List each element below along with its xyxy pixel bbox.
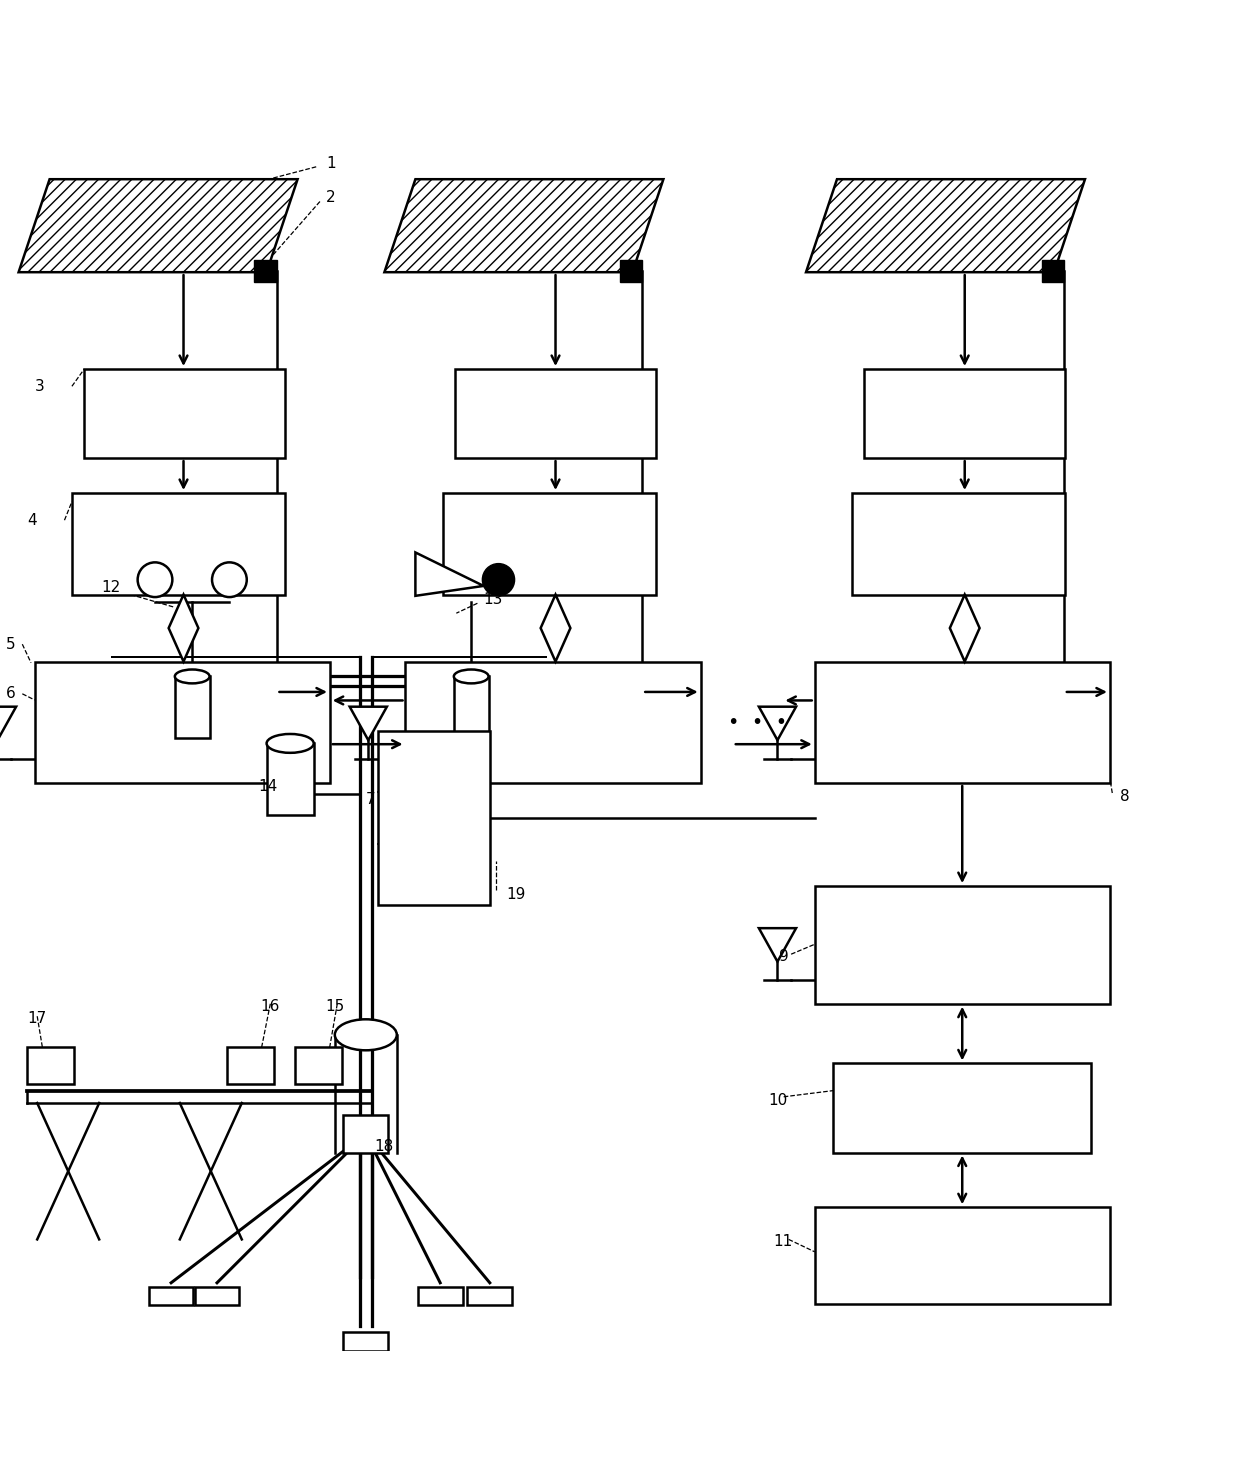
- Circle shape: [212, 563, 247, 596]
- Ellipse shape: [454, 670, 489, 683]
- Polygon shape: [541, 595, 570, 662]
- Polygon shape: [759, 706, 796, 740]
- Bar: [454, 677, 489, 738]
- Polygon shape: [759, 928, 796, 962]
- Text: 3: 3: [35, 379, 45, 393]
- Text: 4: 4: [27, 513, 37, 528]
- Bar: [620, 260, 642, 282]
- Text: 8: 8: [1120, 789, 1130, 804]
- Bar: [378, 731, 490, 905]
- Text: 9: 9: [779, 949, 789, 963]
- Text: 1: 1: [326, 155, 336, 171]
- Bar: [35, 662, 330, 784]
- Ellipse shape: [175, 670, 210, 683]
- Text: 17: 17: [27, 1012, 47, 1026]
- Text: 7: 7: [366, 792, 376, 807]
- Text: 13: 13: [484, 592, 503, 607]
- Text: 10: 10: [769, 1094, 789, 1108]
- Text: 18: 18: [374, 1139, 394, 1154]
- Bar: [84, 368, 285, 458]
- Bar: [254, 260, 277, 282]
- Bar: [455, 368, 656, 458]
- Text: 5: 5: [6, 636, 16, 652]
- Bar: [149, 1287, 193, 1306]
- Text: 15: 15: [325, 999, 345, 1013]
- Polygon shape: [806, 180, 1085, 272]
- Bar: [852, 493, 1065, 595]
- Bar: [405, 662, 701, 784]
- Polygon shape: [169, 595, 198, 662]
- Ellipse shape: [335, 1019, 397, 1050]
- Text: 2: 2: [326, 190, 336, 205]
- Polygon shape: [350, 706, 387, 740]
- Ellipse shape: [267, 734, 314, 753]
- Bar: [815, 662, 1110, 784]
- Bar: [227, 1047, 274, 1085]
- Text: 14: 14: [258, 779, 278, 794]
- Bar: [72, 493, 285, 595]
- Bar: [418, 1287, 463, 1306]
- Bar: [175, 677, 210, 738]
- Bar: [267, 743, 314, 816]
- Text: 12: 12: [102, 579, 122, 595]
- Bar: [833, 1063, 1091, 1152]
- Polygon shape: [0, 706, 16, 740]
- Bar: [343, 1116, 388, 1152]
- Polygon shape: [415, 553, 484, 596]
- Text: •  •  •: • • •: [728, 713, 787, 732]
- Bar: [815, 1208, 1110, 1304]
- Polygon shape: [950, 595, 980, 662]
- Bar: [864, 368, 1065, 458]
- Text: 6: 6: [6, 686, 16, 702]
- Circle shape: [138, 563, 172, 596]
- Polygon shape: [19, 180, 298, 272]
- Bar: [27, 1047, 74, 1085]
- Polygon shape: [384, 180, 663, 272]
- Bar: [195, 1287, 239, 1306]
- Text: 19: 19: [506, 887, 526, 902]
- Bar: [1042, 260, 1064, 282]
- Text: 11: 11: [774, 1234, 794, 1250]
- Bar: [443, 493, 656, 595]
- Text: 16: 16: [260, 999, 280, 1013]
- Bar: [343, 1332, 388, 1351]
- Circle shape: [482, 563, 515, 596]
- Bar: [815, 886, 1110, 1004]
- Bar: [467, 1287, 512, 1306]
- Bar: [295, 1047, 342, 1085]
